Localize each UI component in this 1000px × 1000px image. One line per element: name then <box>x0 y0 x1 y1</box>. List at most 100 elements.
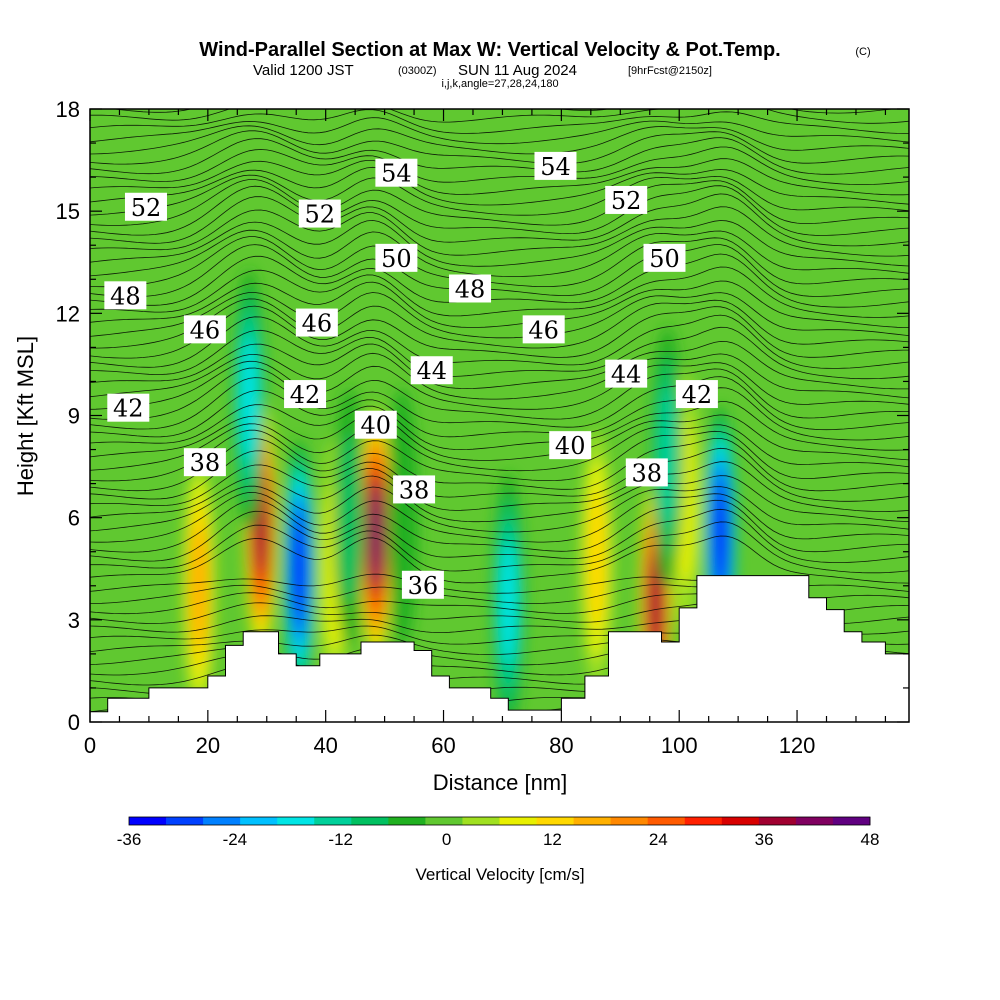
contour-label-box <box>549 431 592 460</box>
isentrope-line <box>90 352 909 400</box>
colorbar-swatch <box>795 817 834 825</box>
terrain <box>90 575 909 722</box>
colorbar-swatch <box>166 817 204 825</box>
colorbar-swatch <box>129 817 167 825</box>
valid-utc: (0300Z) <box>398 65 437 77</box>
isentrope-line <box>90 535 909 584</box>
contour-label: 46 <box>528 316 559 344</box>
contour-label: 38 <box>190 449 221 477</box>
isentrope-line <box>90 193 909 247</box>
colorbar-tick-label: -24 <box>223 830 248 849</box>
isentrope-line <box>90 360 909 410</box>
isentrope-line <box>90 174 909 216</box>
isentrope-line <box>90 314 909 369</box>
colorbar-swatch <box>425 817 463 825</box>
contour-label-box <box>183 448 226 477</box>
isentrope-line <box>90 521 909 574</box>
chart-title-block: Wind-Parallel Section at Max W: Vertical… <box>199 39 870 90</box>
velocity-cell <box>338 432 361 603</box>
isentrope-line <box>90 340 909 390</box>
isentrope-line <box>90 429 909 482</box>
contour-label: 52 <box>611 187 642 215</box>
isentrope-line <box>90 146 909 186</box>
terrain-profile <box>90 575 909 722</box>
contour-label-box <box>354 410 397 439</box>
contour-label-box <box>534 151 577 180</box>
colorbar-swatch <box>647 817 686 825</box>
colorbar-swatch <box>462 817 500 825</box>
contour-label: 46 <box>190 316 221 344</box>
colorbar-swatch <box>758 817 797 825</box>
contour-label-box <box>625 458 668 487</box>
isentrope-line <box>90 508 909 564</box>
y-tick-label: 6 <box>68 506 80 531</box>
contour-label: 50 <box>649 245 680 273</box>
x-axis: 0 20 40 60 80 100 120 <box>84 109 887 758</box>
colorbar-swatch <box>536 817 574 825</box>
isentrope-line <box>90 485 909 533</box>
isentrope-line <box>90 206 909 257</box>
isentrope-line <box>90 109 909 124</box>
valid-time: Valid 1200 JST <box>253 62 354 79</box>
colorbar-tick-label: 24 <box>649 830 668 849</box>
isentrope-line <box>90 298 909 349</box>
isentrope-line <box>90 326 909 380</box>
contour-label: 44 <box>416 357 447 385</box>
contour-label: 38 <box>632 459 663 487</box>
x-tick-label: 80 <box>549 733 573 758</box>
isentrope-line <box>90 387 909 441</box>
contour-label: 42 <box>682 381 713 409</box>
contour-label: 38 <box>399 476 430 504</box>
contour-label-box <box>643 243 686 272</box>
contour-label-box <box>298 199 341 228</box>
contour-label-box <box>375 243 418 272</box>
colorbar-label: Vertical Velocity [cm/s] <box>415 865 584 884</box>
colorbar-tick-label: 48 <box>861 830 880 849</box>
y-tick-label: 9 <box>68 404 80 429</box>
contour-label: 48 <box>110 282 141 310</box>
contour-label: 44 <box>611 361 642 389</box>
x-tick-label: 40 <box>313 733 337 758</box>
contour-label: 42 <box>290 381 321 409</box>
contour-label-box <box>401 570 444 599</box>
velocity-cell <box>499 540 517 666</box>
isentrope-line <box>90 158 909 196</box>
x-tick-label: 20 <box>196 733 220 758</box>
y-tick-label: 0 <box>68 710 80 735</box>
isentrope-line <box>90 475 909 523</box>
chart-title: Wind-Parallel Section at Max W: Vertical… <box>199 39 780 61</box>
isentrope-line <box>90 423 909 472</box>
isentrope-line <box>90 491 909 543</box>
isentrope-line <box>90 280 909 328</box>
isentrope-line <box>90 305 909 359</box>
isentrope-line <box>90 117 909 145</box>
isentrope-line <box>90 401 909 451</box>
velocity-cell <box>368 485 383 584</box>
colorbar-tick-label: 0 <box>442 830 451 849</box>
colorbar-swatch <box>203 817 241 825</box>
isentrope-line <box>90 461 909 512</box>
isentrope-line <box>90 266 909 318</box>
isentrope-line <box>90 253 909 308</box>
y-axis-label: Height [Kft MSL] <box>13 336 38 496</box>
contour-label: 54 <box>381 160 412 188</box>
contour-label-box <box>410 356 453 385</box>
isentrope-line <box>90 447 909 502</box>
x-tick-label: 100 <box>661 733 698 758</box>
colorbar-swatch <box>240 817 278 825</box>
contour-label: 42 <box>113 395 144 423</box>
velocity-cell <box>658 386 677 527</box>
contour-label-box <box>605 185 648 214</box>
velocity-cell <box>713 483 728 586</box>
colorbar-swatch <box>832 817 871 825</box>
isentrope-line <box>90 499 909 553</box>
isentrope-line <box>90 130 909 165</box>
colorbar-tick-label: 12 <box>543 830 562 849</box>
x-tick-label: 0 <box>84 733 96 758</box>
colorbar-swatch <box>351 817 389 825</box>
contour-label-box <box>522 315 565 344</box>
isentrope-line <box>90 166 909 206</box>
contour-label: 48 <box>455 275 486 303</box>
